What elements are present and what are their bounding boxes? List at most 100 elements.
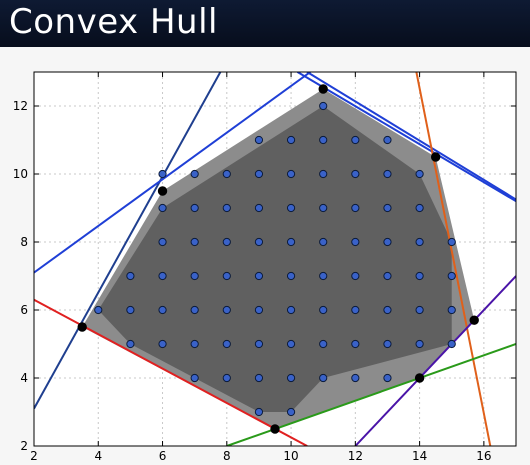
data-point (254, 169, 264, 179)
data-point (126, 271, 135, 281)
data-point (415, 169, 424, 179)
data-point (286, 203, 296, 213)
data-point (222, 169, 231, 179)
data-point (286, 237, 296, 247)
axes-frame (33, 71, 517, 447)
data-point (319, 203, 328, 213)
data-point (190, 271, 199, 281)
data-point (319, 339, 328, 349)
data-point (126, 305, 135, 315)
data-point (383, 169, 392, 179)
x-tick-label: 16 (476, 449, 491, 463)
data-point (190, 373, 199, 383)
data-point (286, 373, 296, 383)
data-point (158, 339, 167, 349)
data-point (158, 305, 167, 315)
data-point (319, 373, 328, 383)
data-point (222, 373, 231, 383)
data-point (126, 339, 135, 349)
y-tick-label: 4 (20, 371, 28, 385)
data-point (351, 271, 360, 281)
title-bar: Convex Hull (0, 0, 530, 47)
data-point (190, 339, 199, 349)
x-tick-label: 8 (223, 449, 231, 463)
data-point (254, 407, 264, 417)
y-tick-label: 8 (20, 235, 28, 249)
data-point (351, 135, 360, 145)
data-point (383, 373, 392, 383)
data-point (319, 169, 328, 179)
data-point (383, 203, 392, 213)
x-tick-label: 14 (412, 449, 427, 463)
hull-vertex (270, 424, 280, 434)
support-line (415, 72, 492, 446)
x-tick-label: 10 (283, 449, 298, 463)
x-tick-label: 6 (159, 449, 167, 463)
data-point (286, 271, 296, 281)
y-tick-label: 10 (13, 167, 28, 181)
data-point (383, 305, 392, 315)
data-point (415, 203, 424, 213)
page-title: Convex Hull (9, 2, 218, 42)
x-tick-label: 12 (348, 449, 363, 463)
data-point (415, 339, 424, 349)
data-point (383, 135, 392, 145)
data-point (319, 135, 328, 145)
data-point (222, 271, 231, 281)
data-point (319, 101, 328, 111)
hull-vertex (469, 315, 479, 325)
hull-vertex (430, 152, 441, 162)
support-line (354, 275, 516, 446)
data-point (158, 237, 167, 247)
data-point (351, 373, 360, 383)
x-tick-label: 4 (94, 449, 102, 463)
data-point (254, 339, 264, 349)
data-point (383, 271, 392, 281)
data-point (351, 339, 360, 349)
data-point (319, 237, 328, 247)
data-point (190, 237, 199, 247)
data-point (447, 305, 456, 315)
data-point (222, 305, 231, 315)
data-point (319, 305, 328, 315)
data-point (254, 305, 264, 315)
data-point (254, 135, 264, 145)
data-point (158, 203, 167, 213)
data-point (415, 271, 424, 281)
data-point (286, 305, 296, 315)
data-point (286, 407, 296, 417)
data-point (447, 271, 456, 281)
data-point (190, 203, 199, 213)
plot-content (34, 72, 516, 446)
support-line (34, 72, 222, 410)
data-point (447, 339, 456, 349)
data-point (415, 237, 424, 247)
data-point (254, 203, 264, 213)
data-point (415, 305, 424, 315)
data-point (351, 237, 360, 247)
y-tick-label: 2 (20, 439, 28, 453)
data-point (222, 203, 231, 213)
data-point (351, 203, 360, 213)
support-line (306, 72, 516, 201)
data-point (286, 339, 296, 349)
support-line (296, 72, 516, 203)
x-tick-label: 2 (30, 449, 38, 463)
y-tick-label: 6 (20, 303, 28, 317)
hull-vertex (77, 322, 87, 332)
data-point (158, 169, 167, 179)
data-point (190, 169, 199, 179)
data-point (286, 135, 296, 145)
data-point (222, 237, 231, 247)
data-point (254, 373, 264, 383)
hull-vertex (157, 186, 168, 196)
y-tick-label: 12 (13, 99, 28, 113)
data-point (190, 305, 199, 315)
data-point (383, 237, 392, 247)
data-point (254, 237, 264, 247)
data-point (351, 305, 360, 315)
data-point (351, 169, 360, 179)
data-point (158, 271, 167, 281)
data-point (94, 305, 103, 315)
